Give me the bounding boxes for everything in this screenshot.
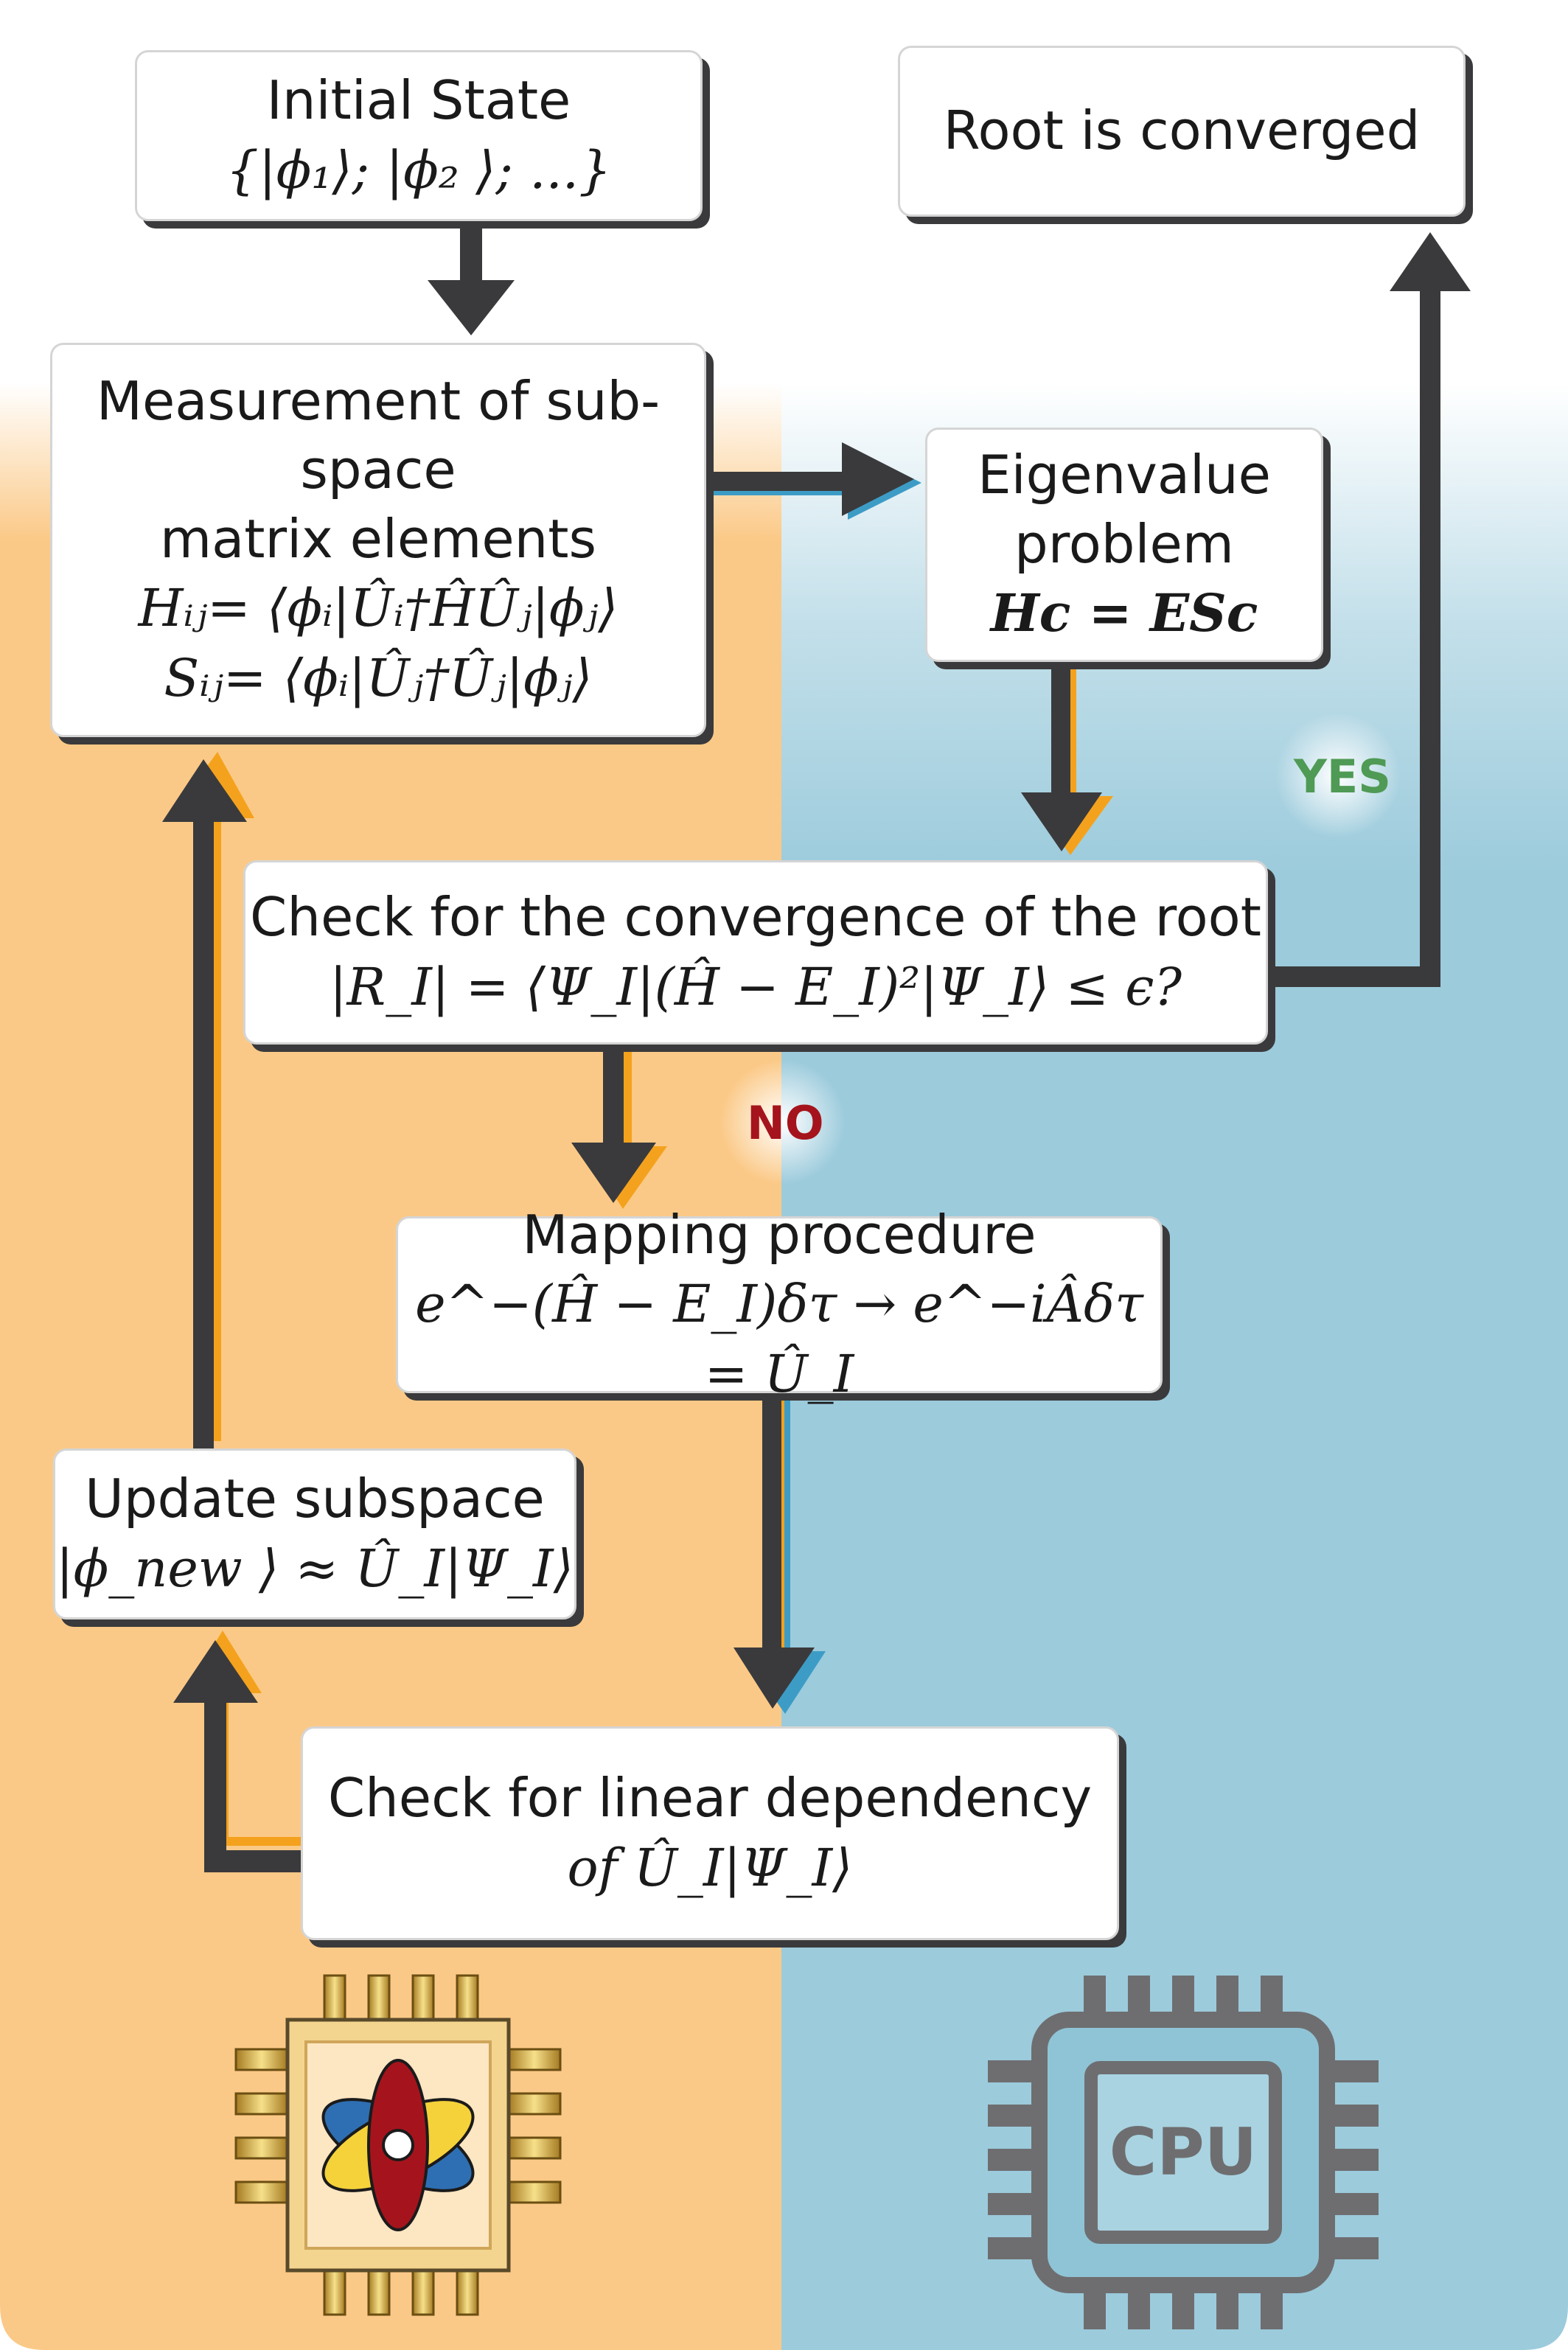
cpu-label: CPU [1109,2114,1258,2190]
convergence-eq: |R_I| = ⟨Ψ_I|(Ĥ − E_I)²|Ψ_I⟩ ≤ ϵ? [329,956,1182,1017]
measurement-box: Measurement of sub- space matrix element… [50,343,706,737]
no-label: NO [747,1096,824,1150]
eigenvalue-eq: Hc = ESc [990,582,1258,644]
initial-state-title: Initial State [266,69,571,131]
convergence-line1: Check for the convergence of the root [250,885,1261,948]
arrow-mapping-to-lineardep [734,1397,826,1714]
arrow-no-to-mapping [571,1047,667,1209]
cpu-chip-icon: CPU [988,1976,1379,2329]
yes-label: YES [1294,750,1391,803]
root-converged-label: Root is converged [943,100,1421,162]
eigenvalue-box: Eigenvalue problem Hc = ESc [925,428,1323,662]
eigenvalue-line1: Eigenvalue [978,444,1271,506]
update-box: Update subspace |ϕ_new ⟩ ≈ Û_I|Ψ_I⟩ [53,1448,576,1619]
measurement-eq-h: Hᵢⱼ= ⟨ϕᵢ|Ûᵢ†ĤÛⱼ|ϕⱼ⟩ [138,578,619,639]
root-converged-box: Root is converged [898,46,1466,217]
convergence-box: Check for the convergence of the root |R… [243,860,1268,1045]
arrow-measurement-to-eigen [708,442,921,520]
measurement-eq-s: Sᵢⱼ= ⟨ϕᵢ|Ûⱼ†Ûⱼ|ϕⱼ⟩ [164,647,593,708]
arrow-lineardep-to-update [173,1631,311,1872]
arrow-initial-to-measurement [428,225,515,335]
initial-state-box: Initial State {|ϕ₁⟩; |ϕ₂ ⟩; ...} [135,50,703,221]
initial-state-eq: {|ϕ₁⟩; |ϕ₂ ⟩; ...} [226,139,612,201]
linear-dependency-box: Check for linear dependency of Û_I|Ψ_I⟩ [301,1726,1119,1940]
measurement-line2: space [300,439,456,501]
measurement-line3: matrix elements [160,507,596,570]
update-line1: Update subspace [85,1467,545,1530]
linear-dependency-line2: of Û_I|Ψ_I⟩ [567,1837,853,1898]
eigenvalue-line2: problem [1014,512,1234,575]
quantum-chip-icon [234,1974,562,2316]
mapping-line1: Mapping procedure [522,1203,1036,1266]
arrow-update-to-measurement [162,752,254,1448]
arrow-eigen-to-convergence [1021,663,1113,855]
arrow-yes-to-root [1268,232,1471,987]
measurement-line1: Measurement of sub- [96,369,661,432]
update-eq: |ϕ_new ⟩ ≈ Û_I|Ψ_I⟩ [55,1538,574,1599]
mapping-eq: e^−(Ĥ − E_I)δτ → e^−iÂδτ = Û_I [415,1274,1143,1404]
linear-dependency-line1: Check for linear dependency [327,1766,1093,1829]
mapping-box: Mapping procedure e^−(Ĥ − E_I)δτ → e^−iÂ… [396,1204,1163,1404]
